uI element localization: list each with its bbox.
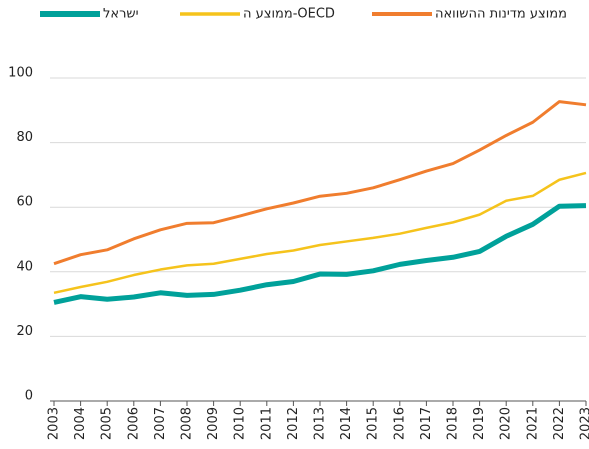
x-tick-label: 2013	[313, 407, 328, 440]
x-tick-label: 2018	[446, 407, 461, 440]
x-tick-label: 2023	[579, 407, 589, 440]
legend-label: ממוצע מדינות ההשוואה	[435, 7, 567, 22]
y-tick-label: 20	[16, 324, 33, 339]
x-tick-label: 2003	[47, 407, 62, 440]
x-tick-label: 2011	[259, 407, 274, 440]
legend-item: ממוצע ה-OECD	[180, 7, 335, 22]
x-tick-label: 2007	[153, 407, 168, 440]
x-tick-label: 2004	[73, 407, 88, 440]
x-tick-label: 2016	[392, 407, 407, 440]
x-tick-label: 2012	[286, 407, 301, 440]
x-tick-label: 2010	[233, 407, 248, 440]
x-tick-label: 2014	[339, 407, 354, 440]
legend-label: ממוצע ה-OECD	[243, 7, 335, 22]
x-tick-label: 2017	[419, 407, 434, 440]
y-tick-label: 60	[16, 195, 33, 210]
legend-item: ישראל	[40, 7, 139, 22]
x-tick-label: 2009	[206, 407, 221, 440]
x-tick-label: 2006	[126, 407, 141, 440]
series-line	[53, 203, 587, 305]
x-tick-label: 2019	[472, 407, 487, 440]
x-tick-label: 2005	[100, 407, 115, 440]
series-line	[53, 171, 587, 295]
y-tick-label: 80	[16, 130, 33, 145]
x-tick-label: 2008	[180, 407, 195, 440]
series-line	[53, 100, 587, 266]
legend-label: ישראל	[103, 7, 139, 22]
x-tick-label: 2021	[525, 407, 540, 440]
x-tick-label: 2015	[366, 407, 381, 440]
y-tick-label: 40	[16, 259, 33, 274]
y-tick-label: 100	[8, 66, 33, 81]
y-tick-label: 0	[25, 389, 33, 404]
legend-item: ממוצע מדינות ההשוואה	[372, 7, 567, 22]
x-tick-label: 2020	[499, 407, 514, 440]
x-tick-label: 2022	[552, 407, 567, 440]
